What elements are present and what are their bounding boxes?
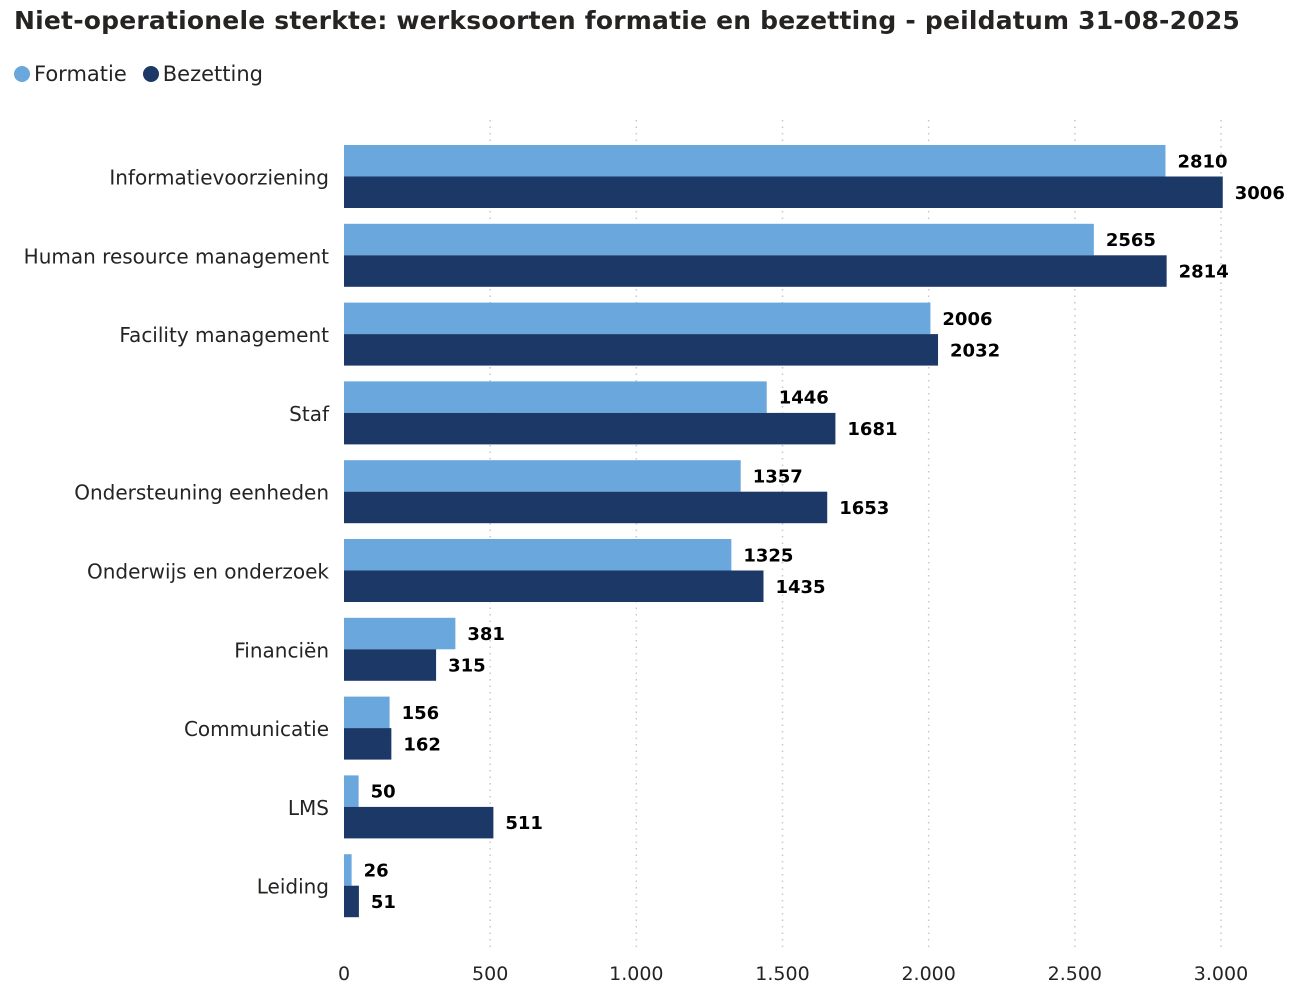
x-tick-label-2500: 2.500 [1048, 963, 1102, 985]
data-label-bezetting-facility-management: 2032 [950, 340, 1000, 361]
data-label-formatie-human-resource-management: 2565 [1106, 230, 1156, 251]
category-label-facility-management: Facility management [119, 323, 329, 347]
bar-bezetting-ondersteuning-eenheden[interactable] [344, 491, 828, 524]
category-label-lms: LMS [288, 796, 329, 820]
category-label-staf: Staf [289, 402, 330, 426]
x-tick-label-3000: 3.000 [1194, 963, 1248, 985]
bar-formatie-onderwijs-en-onderzoek[interactable] [344, 539, 732, 571]
data-label-formatie-financien: 381 [467, 624, 505, 645]
bar-bezetting-lms[interactable] [344, 806, 494, 839]
legend-marker-formatie [14, 66, 30, 82]
data-label-bezetting-staf: 1681 [847, 419, 897, 440]
category-label-leiding: Leiding [257, 875, 329, 899]
category-label-financien: Financiën [234, 638, 329, 662]
data-label-formatie-communicatie: 156 [402, 703, 440, 724]
bar-bezetting-leiding[interactable] [344, 885, 359, 918]
bar-formatie-facility-management[interactable] [344, 302, 931, 335]
bar-bezetting-staf[interactable] [344, 412, 836, 445]
category-label-communicatie: Communicatie [184, 717, 329, 741]
data-label-bezetting-informatievoorziening: 3006 [1235, 183, 1285, 204]
bar-formatie-communicatie[interactable] [344, 696, 390, 729]
bar-bezetting-communicatie[interactable] [344, 728, 392, 760]
chart-title: Niet-operationele sterkte: werksoorten f… [14, 6, 1241, 35]
bar-formatie-informatievoorziening[interactable] [344, 145, 1166, 177]
category-label-onderwijs-en-onderzoek: Onderwijs en onderzoek [87, 560, 329, 584]
data-label-formatie-informatievoorziening: 2810 [1177, 151, 1227, 172]
x-tick-label-2000: 2.000 [901, 963, 955, 985]
legend-item-bezetting[interactable]: Bezetting [142, 62, 263, 86]
bar-formatie-leiding[interactable] [344, 854, 352, 886]
data-label-formatie-staf: 1446 [779, 388, 829, 409]
bars [344, 145, 1223, 918]
legend-item-formatie[interactable]: Formatie [14, 62, 127, 86]
data-label-formatie-facility-management: 2006 [942, 309, 992, 330]
data-label-bezetting-leiding: 51 [371, 892, 396, 913]
labels: 0 500 1.000 1.500 2.000 2.500 3.000 Informatiev… [24, 151, 1285, 985]
bar-formatie-ondersteuning-eenheden[interactable] [344, 460, 741, 492]
x-tick-label-1500: 1.500 [755, 963, 809, 985]
bar-formatie-financien[interactable] [344, 617, 456, 650]
bar-formatie-lms[interactable] [344, 775, 359, 807]
data-label-bezetting-financien: 315 [448, 656, 486, 677]
bar-bezetting-facility-management[interactable] [344, 334, 939, 366]
category-label-human-resource-management: Human resource management [24, 244, 329, 268]
bar-bezetting-informatievoorziening[interactable] [344, 176, 1223, 209]
category-label-informatievoorziening: Informatievoorziening [109, 166, 329, 190]
x-tick-label-500: 500 [472, 963, 508, 985]
bar-bezetting-human-resource-management[interactable] [344, 255, 1167, 287]
data-label-formatie-lms: 50 [371, 782, 396, 803]
data-label-bezetting-ondersteuning-eenheden: 1653 [839, 498, 889, 519]
data-label-formatie-ondersteuning-eenheden: 1357 [753, 466, 803, 487]
data-label-formatie-onderwijs-en-onderzoek: 1325 [743, 545, 793, 566]
data-label-formatie-leiding: 26 [364, 860, 389, 881]
legend-label-bezetting: Bezetting [162, 62, 263, 86]
x-tick-label-0: 0 [338, 963, 350, 985]
data-label-bezetting-human-resource-management: 2814 [1179, 262, 1229, 283]
data-label-bezetting-communicatie: 162 [403, 734, 441, 755]
legend: Formatie Bezetting [14, 62, 279, 86]
bar-formatie-staf[interactable] [344, 381, 767, 413]
legend-marker-bezetting [142, 66, 159, 82]
data-label-bezetting-lms: 511 [505, 813, 543, 834]
legend-label-formatie: Formatie [34, 62, 127, 86]
category-label-ondersteuning-eenheden: Ondersteuning eenheden [74, 481, 329, 505]
bar-formatie-human-resource-management[interactable] [344, 223, 1094, 256]
bar-bezetting-onderwijs-en-onderzoek[interactable] [344, 570, 764, 603]
x-tick-label-1000: 1.000 [609, 963, 663, 985]
data-label-bezetting-onderwijs-en-onderzoek: 1435 [775, 577, 825, 598]
bar-bezetting-financien[interactable] [344, 649, 437, 681]
